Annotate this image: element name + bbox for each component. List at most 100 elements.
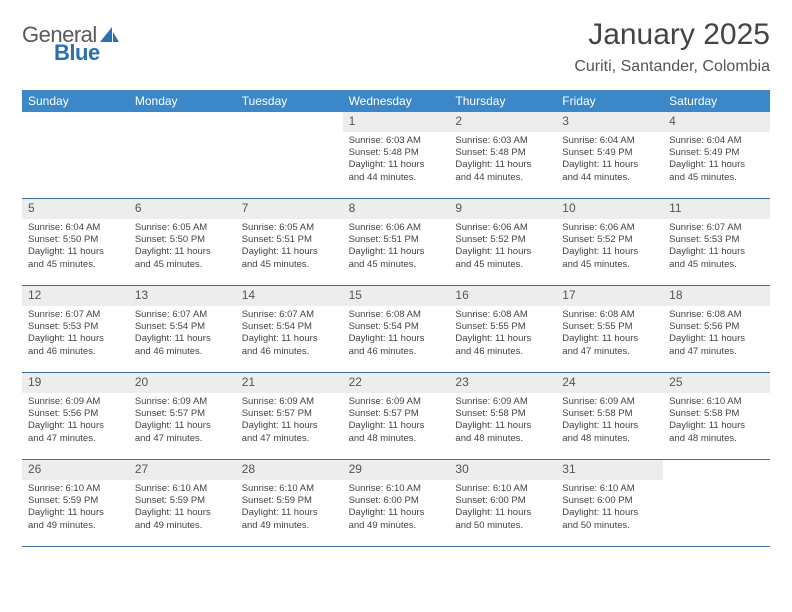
day-number: 20 — [129, 373, 236, 393]
day-header: Saturday — [663, 90, 770, 112]
day-line: and 49 minutes. — [135, 520, 230, 532]
day-cell — [663, 460, 770, 546]
day-number: 9 — [449, 199, 556, 219]
day-number: 25 — [663, 373, 770, 393]
day-number — [663, 460, 770, 480]
day-cell: 18Sunrise: 6:08 AMSunset: 5:56 PMDayligh… — [663, 286, 770, 372]
day-number: 7 — [236, 199, 343, 219]
calendar: SundayMondayTuesdayWednesdayThursdayFrid… — [22, 90, 770, 547]
day-line: and 44 minutes. — [562, 172, 657, 184]
day-line: Sunset: 6:00 PM — [455, 495, 550, 507]
day-content: Sunrise: 6:07 AMSunset: 5:53 PMDaylight:… — [22, 306, 129, 362]
day-content: Sunrise: 6:08 AMSunset: 5:55 PMDaylight:… — [449, 306, 556, 362]
day-line: and 47 minutes. — [669, 346, 764, 358]
day-line: Sunrise: 6:08 AM — [349, 309, 444, 321]
day-line: Sunrise: 6:10 AM — [562, 483, 657, 495]
day-header: Monday — [129, 90, 236, 112]
day-line: Sunrise: 6:06 AM — [349, 222, 444, 234]
day-cell: 25 Sunrise: 6:10 AMSunset: 5:58 PMDayligh… — [663, 373, 770, 459]
day-line: Sunrise: 6:10 AM — [669, 396, 764, 408]
day-cell: 16Sunrise: 6:08 AMSunset: 5:55 PMDayligh… — [449, 286, 556, 372]
day-line: Daylight: 11 hours — [455, 333, 550, 345]
day-line: Daylight: 11 hours — [135, 333, 230, 345]
day-content: Sunrise: 6:10 AMSunset: 5:59 PMDaylight:… — [236, 480, 343, 536]
day-number: 31 — [556, 460, 663, 480]
day-line: Daylight: 11 hours — [349, 246, 444, 258]
day-content: Sunrise: 6:09 AMSunset: 5:57 PMDaylight:… — [236, 393, 343, 449]
day-line: Sunrise: 6:09 AM — [349, 396, 444, 408]
day-line: Daylight: 11 hours — [562, 333, 657, 345]
day-line: and 44 minutes. — [455, 172, 550, 184]
day-content: Sunrise: 6:06 AMSunset: 5:51 PMDaylight:… — [343, 219, 450, 275]
day-number: 16 — [449, 286, 556, 306]
day-line: and 49 minutes. — [28, 520, 123, 532]
day-line: and 44 minutes. — [349, 172, 444, 184]
day-line: Sunset: 5:48 PM — [349, 147, 444, 159]
week-row: 12Sunrise: 6:07 AMSunset: 5:53 PMDayligh… — [22, 286, 770, 373]
day-line: Daylight: 11 hours — [669, 420, 764, 432]
day-line: Daylight: 11 hours — [349, 507, 444, 519]
day-header: Sunday — [22, 90, 129, 112]
day-line: Sunset: 5:57 PM — [135, 408, 230, 420]
day-cell: 9Sunrise: 6:06 AMSunset: 5:52 PMDaylight… — [449, 199, 556, 285]
day-line: Sunset: 5:55 PM — [562, 321, 657, 333]
day-number: 28 — [236, 460, 343, 480]
weeks-container: 1Sunrise: 6:03 AMSunset: 5:48 PMDaylight… — [22, 112, 770, 547]
day-number: 19 — [22, 373, 129, 393]
day-line: Daylight: 11 hours — [135, 507, 230, 519]
day-line: Sunset: 5:58 PM — [455, 408, 550, 420]
day-cell: 14Sunrise: 6:07 AMSunset: 5:54 PMDayligh… — [236, 286, 343, 372]
day-line: Sunrise: 6:06 AM — [562, 222, 657, 234]
day-number: 22 — [343, 373, 450, 393]
day-line: Daylight: 11 hours — [455, 420, 550, 432]
day-cell: 1Sunrise: 6:03 AMSunset: 5:48 PMDaylight… — [343, 112, 450, 198]
day-cell: 22Sunrise: 6:09 AMSunset: 5:57 PMDayligh… — [343, 373, 450, 459]
day-cell: 20 Sunrise: 6:09 AMSunset: 5:57 PMDayligh… — [129, 373, 236, 459]
day-content: Sunrise: 6:07 AMSunset: 5:54 PMDaylight:… — [129, 306, 236, 362]
day-cell: 10Sunrise: 6:06 AMSunset: 5:52 PMDayligh… — [556, 199, 663, 285]
day-line: Daylight: 11 hours — [135, 420, 230, 432]
day-line: and 46 minutes. — [455, 346, 550, 358]
day-number: 1 — [343, 112, 450, 132]
day-number: 23 — [449, 373, 556, 393]
day-line: Sunrise: 6:09 AM — [455, 396, 550, 408]
day-content: Sunrise: 6:07 AMSunset: 5:54 PMDaylight:… — [236, 306, 343, 362]
day-line: and 46 minutes. — [242, 346, 337, 358]
week-row: 26Sunrise: 6:10 AMSunset: 5:59 PMDayligh… — [22, 460, 770, 547]
day-line: Sunset: 5:59 PM — [28, 495, 123, 507]
day-content: Sunrise: 6:03 AMSunset: 5:48 PMDaylight:… — [343, 132, 450, 188]
day-line: Sunset: 5:51 PM — [349, 234, 444, 246]
day-cell: 24Sunrise: 6:09 AMSunset: 5:58 PMDayligh… — [556, 373, 663, 459]
day-line: Daylight: 11 hours — [455, 246, 550, 258]
day-line: Sunset: 5:58 PM — [562, 408, 657, 420]
day-number: 11 — [663, 199, 770, 219]
day-cell: 21Sunrise: 6:09 AMSunset: 5:57 PMDayligh… — [236, 373, 343, 459]
sail-icon — [99, 26, 121, 44]
day-line: Sunrise: 6:08 AM — [562, 309, 657, 321]
day-line: Sunset: 5:58 PM — [669, 408, 764, 420]
day-cell: 15Sunrise: 6:08 AMSunset: 5:54 PMDayligh… — [343, 286, 450, 372]
day-line: and 49 minutes. — [349, 520, 444, 532]
day-line: and 47 minutes. — [562, 346, 657, 358]
day-cell — [129, 112, 236, 198]
day-line: Daylight: 11 hours — [562, 507, 657, 519]
day-line: Sunrise: 6:10 AM — [135, 483, 230, 495]
day-line: and 45 minutes. — [242, 259, 337, 271]
day-line: Daylight: 11 hours — [669, 159, 764, 171]
day-line: Sunset: 5:54 PM — [349, 321, 444, 333]
day-line: Sunset: 5:56 PM — [669, 321, 764, 333]
day-line: Daylight: 11 hours — [455, 159, 550, 171]
day-line: Sunrise: 6:09 AM — [135, 396, 230, 408]
week-row: 19Sunrise: 6:09 AMSunset: 5:56 PMDayligh… — [22, 373, 770, 460]
day-number: 17 — [556, 286, 663, 306]
day-number: 12 — [22, 286, 129, 306]
day-number — [22, 112, 129, 132]
day-line: Daylight: 11 hours — [562, 246, 657, 258]
day-line: Daylight: 11 hours — [349, 333, 444, 345]
day-line: Daylight: 11 hours — [242, 420, 337, 432]
day-line: Sunset: 5:57 PM — [242, 408, 337, 420]
day-line: Sunrise: 6:03 AM — [455, 135, 550, 147]
week-row: 5Sunrise: 6:04 AMSunset: 5:50 PMDaylight… — [22, 199, 770, 286]
day-number: 4 — [663, 112, 770, 132]
day-content: Sunrise: 6:10 AMSunset: 5:59 PMDaylight:… — [129, 480, 236, 536]
